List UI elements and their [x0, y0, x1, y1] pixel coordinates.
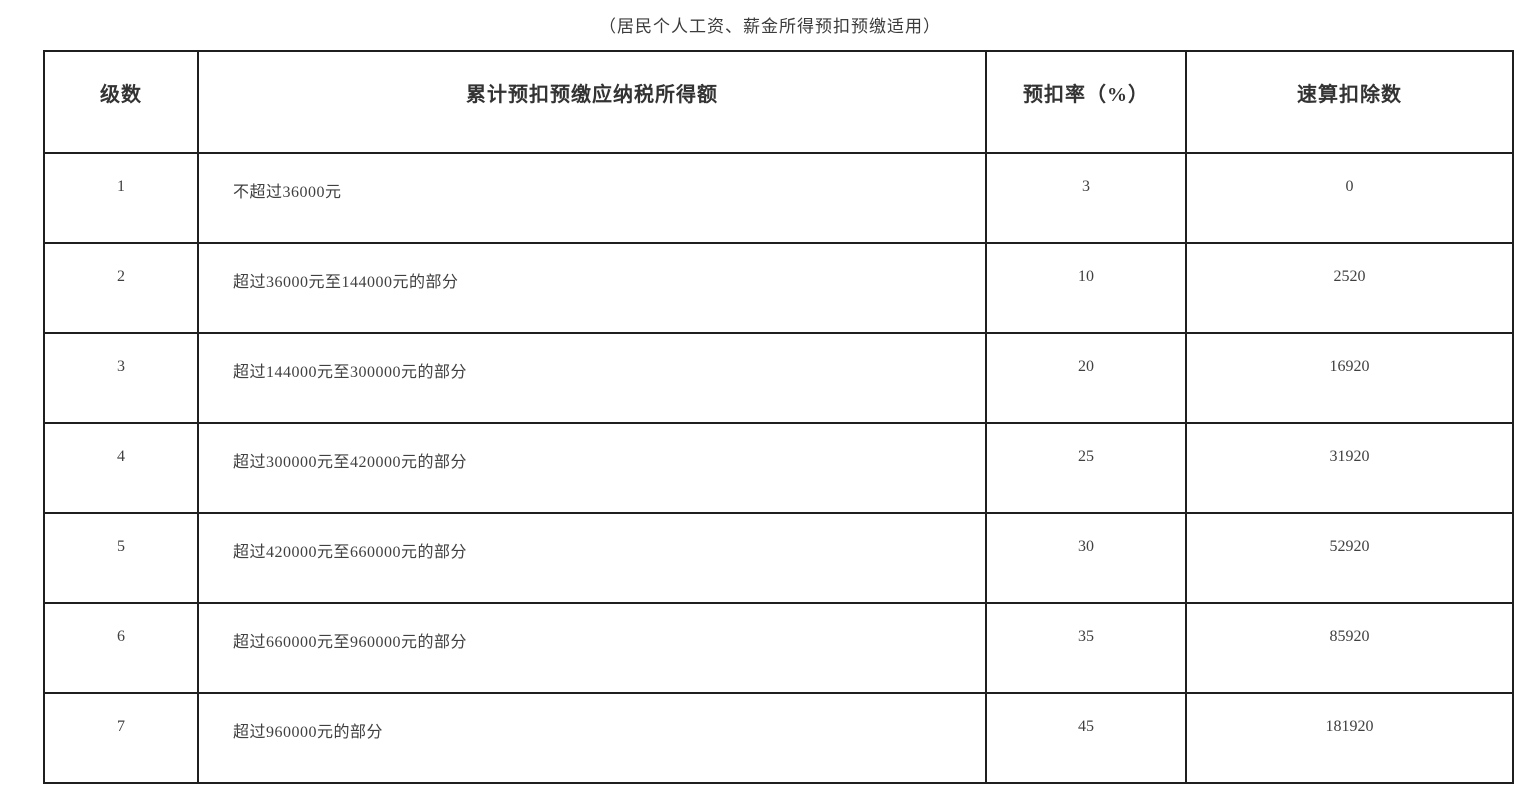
tax-rate-table: 级数 累计预扣预缴应纳税所得额 预扣率（%） 速算扣除数 1 不超过36000元… — [43, 50, 1514, 784]
rate-cell: 3 — [985, 152, 1187, 244]
deduction-cell: 181920 — [1185, 692, 1514, 784]
rate-cell: 35 — [985, 602, 1187, 694]
table-row: 7 超过960000元的部分 45 181920 — [43, 692, 1514, 784]
bracket-cell: 超过660000元至960000元的部分 — [197, 602, 987, 694]
rate-cell: 30 — [985, 512, 1187, 604]
bracket-cell: 不超过36000元 — [197, 152, 987, 244]
table-row: 4 超过300000元至420000元的部分 25 31920 — [43, 422, 1514, 514]
bracket-cell: 超过300000元至420000元的部分 — [197, 422, 987, 514]
table-header-row: 级数 累计预扣预缴应纳税所得额 预扣率（%） 速算扣除数 — [43, 50, 1514, 154]
column-header-deduction: 速算扣除数 — [1185, 50, 1514, 154]
bracket-cell: 超过36000元至144000元的部分 — [197, 242, 987, 334]
level-cell: 2 — [43, 242, 199, 334]
bracket-cell: 超过144000元至300000元的部分 — [197, 332, 987, 424]
table-row: 3 超过144000元至300000元的部分 20 16920 — [43, 332, 1514, 424]
rate-cell: 45 — [985, 692, 1187, 784]
level-cell: 3 — [43, 332, 199, 424]
level-cell: 6 — [43, 602, 199, 694]
deduction-cell: 2520 — [1185, 242, 1514, 334]
column-header-level: 级数 — [43, 50, 199, 154]
deduction-cell: 31920 — [1185, 422, 1514, 514]
rate-cell: 20 — [985, 332, 1187, 424]
deduction-cell: 85920 — [1185, 602, 1514, 694]
column-header-bracket: 累计预扣预缴应纳税所得额 — [197, 50, 987, 154]
rate-cell: 25 — [985, 422, 1187, 514]
table-row: 1 不超过36000元 3 0 — [43, 152, 1514, 244]
level-cell: 7 — [43, 692, 199, 784]
level-cell: 4 — [43, 422, 199, 514]
rate-cell: 10 — [985, 242, 1187, 334]
table-row: 5 超过420000元至660000元的部分 30 52920 — [43, 512, 1514, 604]
column-header-rate: 预扣率（%） — [985, 50, 1187, 154]
page-title: （居民个人工资、薪金所得预扣预缴适用） — [599, 17, 941, 36]
level-cell: 1 — [43, 152, 199, 244]
deduction-cell: 16920 — [1185, 332, 1514, 424]
table-row: 2 超过36000元至144000元的部分 10 2520 — [43, 242, 1514, 334]
deduction-cell: 0 — [1185, 152, 1514, 244]
level-cell: 5 — [43, 512, 199, 604]
bracket-cell: 超过960000元的部分 — [197, 692, 987, 784]
bracket-cell: 超过420000元至660000元的部分 — [197, 512, 987, 604]
table-row: 6 超过660000元至960000元的部分 35 85920 — [43, 602, 1514, 694]
deduction-cell: 52920 — [1185, 512, 1514, 604]
